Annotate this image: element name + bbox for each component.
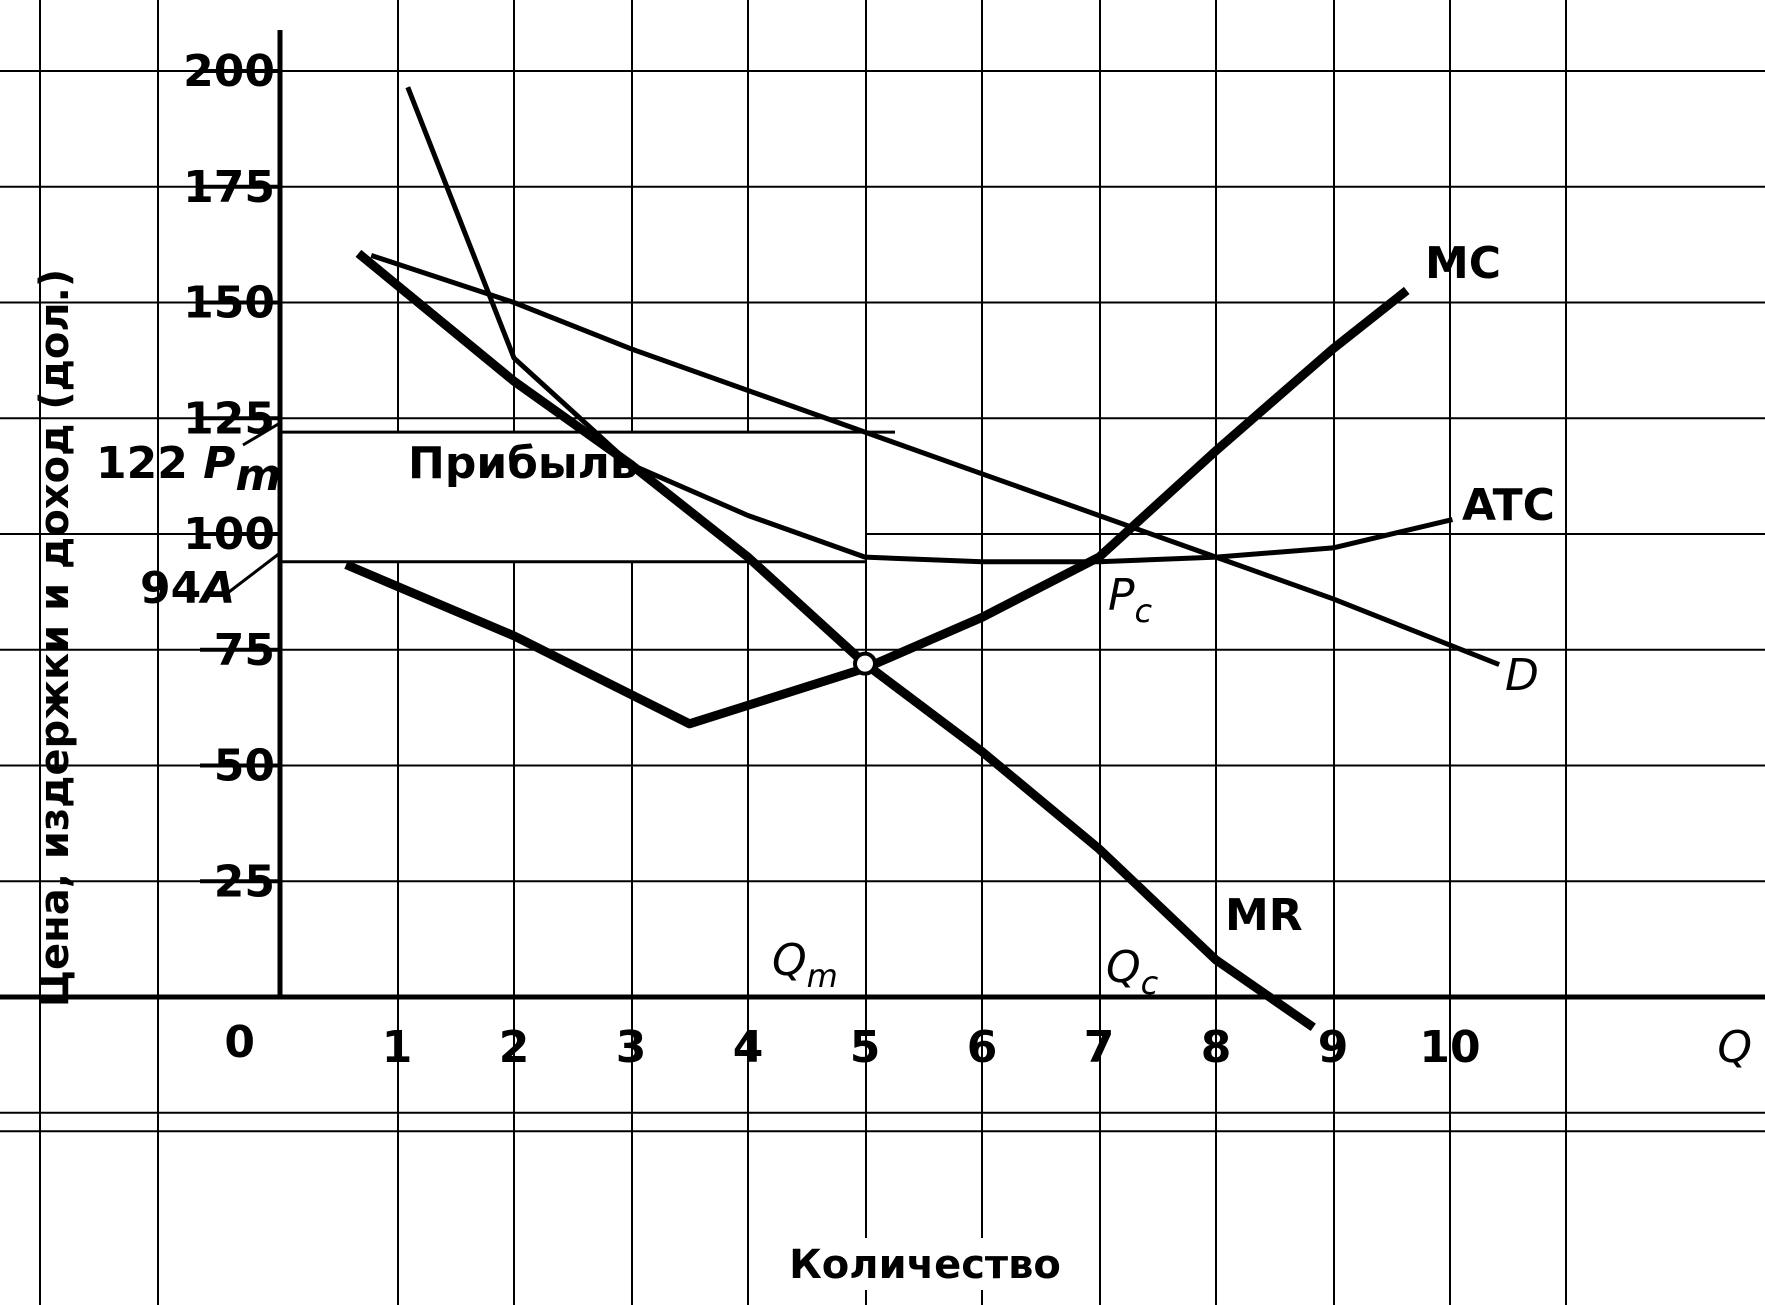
series-atc-line [405, 86, 1454, 565]
series-label-atc: ATC [1462, 480, 1555, 531]
qm-label: Qm [772, 935, 838, 995]
y-axis-title: Цена, издержки и доход (дол.) [32, 269, 78, 1007]
series-mc-line [344, 286, 1410, 729]
y-tick-label-25: 25 [214, 856, 275, 907]
series-label-mc: MC [1425, 238, 1501, 289]
x-tick-label-4: 4 [733, 1022, 764, 1073]
series-d-line [370, 253, 1501, 667]
series-label-mr: MR [1225, 890, 1303, 941]
y-tick-label-75: 75 [214, 625, 275, 676]
x-tick-label-7: 7 [1084, 1022, 1115, 1073]
y-tick-label-50: 50 [214, 741, 275, 792]
profit-label: Прибыль [408, 438, 638, 489]
x-tick-label-8: 8 [1201, 1022, 1232, 1073]
series-lines [344, 86, 1501, 1032]
y-tick-label-200: 200 [183, 46, 275, 97]
x-tick-label-9: 9 [1318, 1022, 1349, 1073]
pm-leader [242, 421, 281, 447]
x-tick-label-10: 10 [1419, 1022, 1480, 1073]
y-tick-label-150: 150 [183, 278, 275, 329]
x-tick-label-3: 3 [616, 1022, 647, 1073]
axes [0, 30, 1765, 1000]
x-tick-label-6: 6 [967, 1022, 998, 1073]
x-axis-title: Количество [789, 1242, 1061, 1288]
x-axis-symbol: Q [1717, 1022, 1752, 1073]
qc-label: Qc [1106, 942, 1159, 1002]
y-tick-label-175: 175 [183, 162, 275, 213]
series-mr-line [355, 249, 1316, 1032]
x-tick-label-1: 1 [382, 1022, 413, 1073]
intersection-point [853, 651, 877, 676]
y-tick-label-125: 125 [183, 393, 275, 444]
origin-label: 0 [224, 1017, 255, 1068]
y-tick-label-100: 100 [183, 509, 275, 560]
series-label-d: D [1505, 650, 1539, 701]
a-leader [224, 551, 281, 597]
x-axis-title-bg [780, 1238, 1070, 1290]
profit-area [280, 432, 865, 562]
chart-labels: D MR MC ATC Прибыль 122 Pm 94A Pc Qm Qc [96, 238, 1555, 1002]
pm-label: 122 Pm [96, 438, 281, 501]
x-tick-label-5: 5 [850, 1022, 881, 1073]
a-label: 94A [140, 563, 235, 614]
pc-label: Pc [1108, 570, 1153, 630]
x-tick-label-2: 2 [499, 1022, 530, 1073]
